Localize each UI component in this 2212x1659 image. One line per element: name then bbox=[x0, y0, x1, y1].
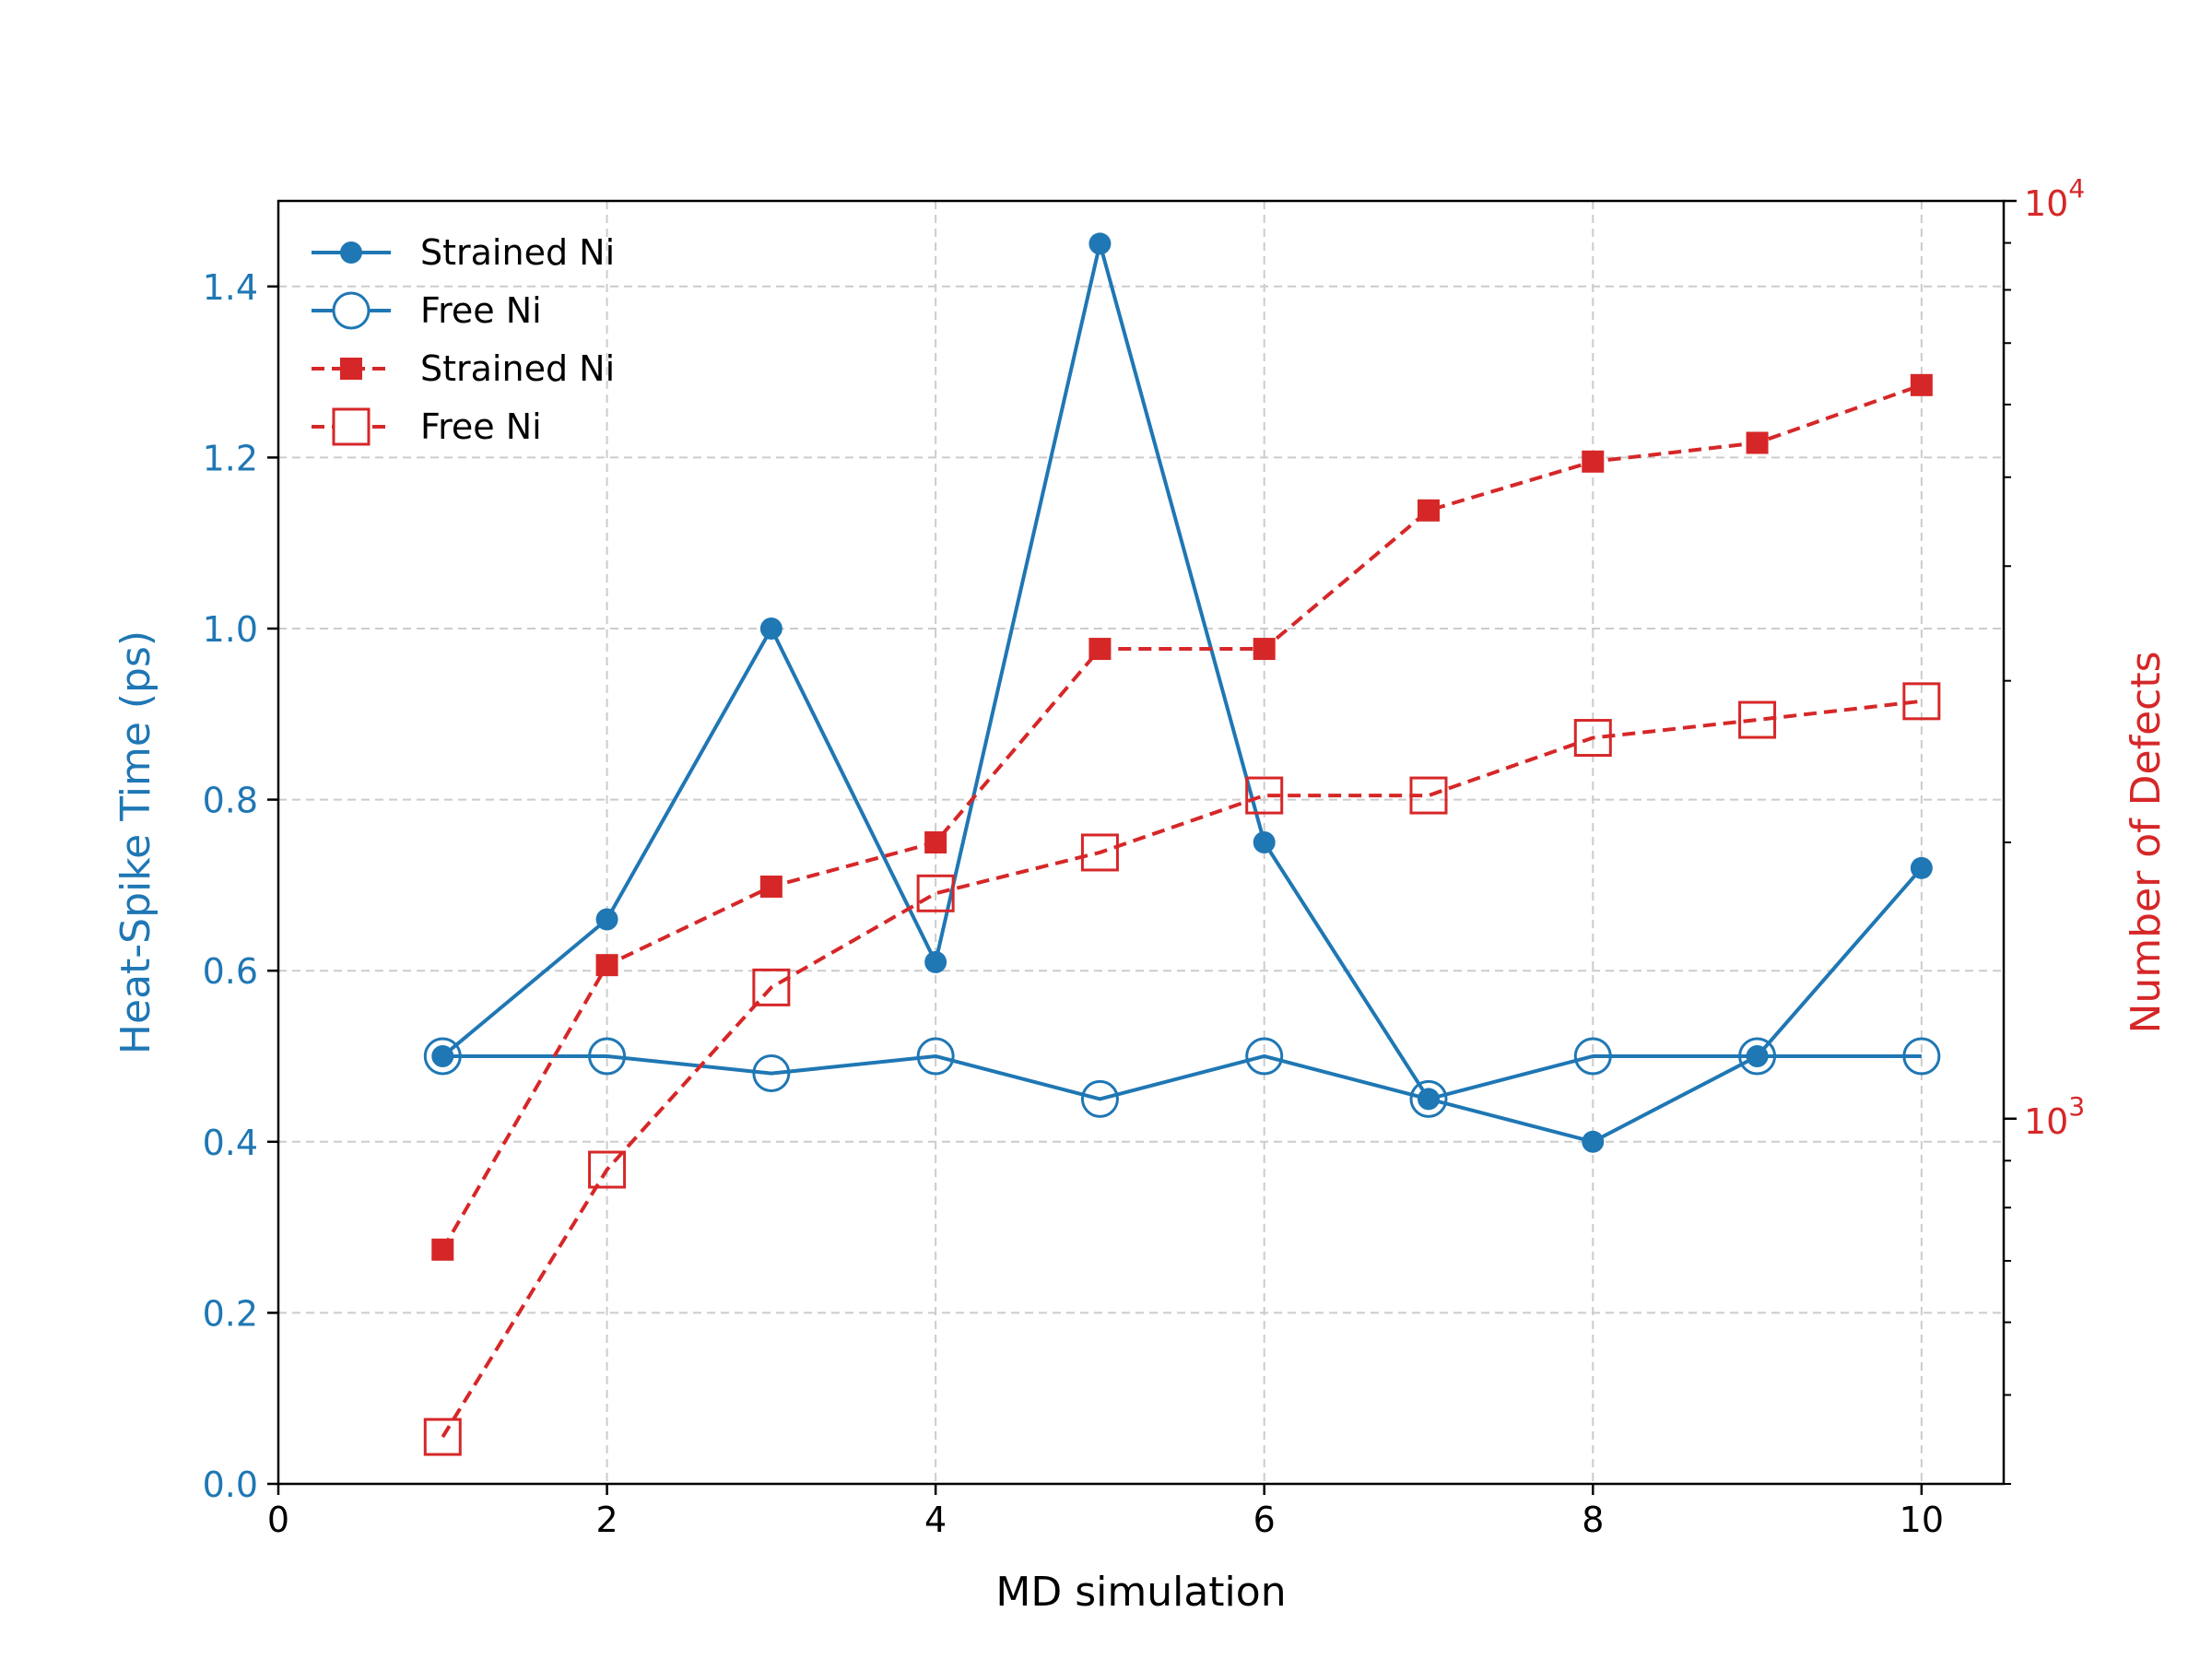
legend-label: Free Ni bbox=[420, 406, 542, 447]
data-point-strained-ni-filled-square bbox=[595, 954, 618, 977]
data-point-strained-ni-filled-square bbox=[1746, 431, 1769, 454]
x-tick-label: 6 bbox=[1253, 1500, 1276, 1540]
data-point-free-ni-open-circle bbox=[423, 1037, 462, 1076]
x-tick-label: 4 bbox=[924, 1500, 947, 1540]
legend-label: Strained Ni bbox=[420, 232, 615, 273]
y-left-tick-label: 0.0 bbox=[203, 1465, 258, 1505]
y-left-tick-label: 0.6 bbox=[203, 951, 258, 992]
y-left-axis-title: Heat-Spike Time (ps) bbox=[112, 630, 159, 1054]
data-point-strained-ni-filled-circle bbox=[759, 618, 782, 640]
data-point-free-ni-open-circle bbox=[1902, 1037, 1941, 1076]
y-left-tick-label: 0.4 bbox=[203, 1123, 258, 1163]
y-left-tick-label: 0.8 bbox=[203, 781, 258, 821]
data-point-free-ni-open-square bbox=[1573, 719, 1612, 758]
data-point-free-ni-open-circle bbox=[916, 1037, 955, 1076]
legend-marker-strained-ni-filled-circle bbox=[340, 241, 362, 264]
data-point-strained-ni-filled-circle bbox=[1253, 831, 1276, 853]
data-point-strained-ni-filled-square bbox=[924, 831, 947, 853]
y-right-axis-title: Number of Defects bbox=[2123, 651, 2170, 1033]
data-point-free-ni-open-square bbox=[916, 874, 955, 912]
x-tick-label: 8 bbox=[1582, 1500, 1604, 1540]
data-point-free-ni-open-circle bbox=[1080, 1079, 1119, 1118]
y-left-tick-label: 0.2 bbox=[203, 1293, 258, 1334]
y-left-tick-label: 1.2 bbox=[203, 438, 258, 478]
data-point-strained-ni-filled-circle bbox=[431, 1045, 454, 1067]
series-line-free-ni-open-circle bbox=[442, 1053, 1922, 1101]
y-left-tick-label: 1.4 bbox=[203, 267, 258, 308]
data-point-free-ni-open-square bbox=[1409, 776, 1448, 815]
data-point-free-ni-open-square bbox=[1245, 776, 1284, 815]
x-tick-label: 10 bbox=[1900, 1500, 1944, 1540]
data-point-free-ni-open-square bbox=[588, 1150, 627, 1189]
data-point-strained-ni-filled-square bbox=[1088, 638, 1112, 661]
data-point-free-ni-open-circle bbox=[1409, 1079, 1448, 1118]
legend: Strained Ni Free Ni Strained Ni Free Ni bbox=[312, 232, 615, 447]
data-point-strained-ni-filled-square bbox=[1582, 450, 1605, 473]
y-right-tick-label: 104 bbox=[2024, 173, 2085, 224]
series-layer bbox=[423, 232, 1941, 1456]
axis-layer: 0 2 4 6 8 10 0.0 0.2 0.4 0.6 0.8 1.0 1.2 1.4 103 104 bbox=[203, 173, 2086, 1540]
data-point-free-ni-open-circle bbox=[1573, 1037, 1612, 1076]
series-line-free-ni-open-square bbox=[441, 699, 1923, 1439]
legend-marker-free-ni-open-circle bbox=[332, 291, 371, 330]
legend-label: Strained Ni bbox=[420, 348, 615, 389]
data-point-strained-ni-filled-circle bbox=[595, 908, 618, 931]
data-point-free-ni-open-square bbox=[423, 1418, 462, 1456]
data-point-free-ni-open-square bbox=[752, 968, 791, 1006]
series-line-strained-ni-filled-circle bbox=[441, 242, 1924, 1144]
legend-label: Free Ni bbox=[420, 290, 542, 331]
data-point-free-ni-open-square bbox=[1902, 682, 1941, 721]
data-point-strained-ni-filled-square bbox=[1910, 373, 1933, 396]
data-point-free-ni-open-circle bbox=[1245, 1037, 1284, 1076]
data-point-strained-ni-filled-square bbox=[1418, 499, 1440, 522]
data-point-strained-ni-filled-square bbox=[431, 1238, 454, 1261]
grid-layer bbox=[278, 201, 2004, 1484]
data-point-free-ni-open-circle bbox=[1738, 1037, 1777, 1076]
data-point-free-ni-open-square bbox=[1080, 833, 1119, 872]
legend-marker-free-ni-open-square bbox=[332, 407, 371, 446]
x-tick-label: 2 bbox=[595, 1500, 618, 1540]
data-point-free-ni-open-square bbox=[1738, 700, 1777, 739]
data-point-strained-ni-filled-circle bbox=[1582, 1130, 1605, 1153]
data-point-strained-ni-filled-square bbox=[1253, 638, 1276, 661]
data-point-strained-ni-filled-circle bbox=[1088, 232, 1112, 255]
data-point-strained-ni-filled-circle bbox=[1910, 856, 1933, 879]
series-line-strained-ni-filled-square bbox=[441, 382, 1923, 1251]
legend-marker-strained-ni-filled-square bbox=[340, 358, 362, 380]
x-axis-title: MD simulation bbox=[995, 1569, 1286, 1616]
y-left-tick-label: 1.0 bbox=[203, 609, 258, 650]
y-right-tick-label: 103 bbox=[2024, 1091, 2085, 1142]
data-point-free-ni-open-circle bbox=[752, 1054, 791, 1093]
data-point-free-ni-open-circle bbox=[588, 1037, 627, 1076]
x-tick-label: 0 bbox=[267, 1500, 289, 1540]
data-point-strained-ni-filled-circle bbox=[924, 950, 947, 973]
data-point-strained-ni-filled-square bbox=[759, 875, 782, 898]
